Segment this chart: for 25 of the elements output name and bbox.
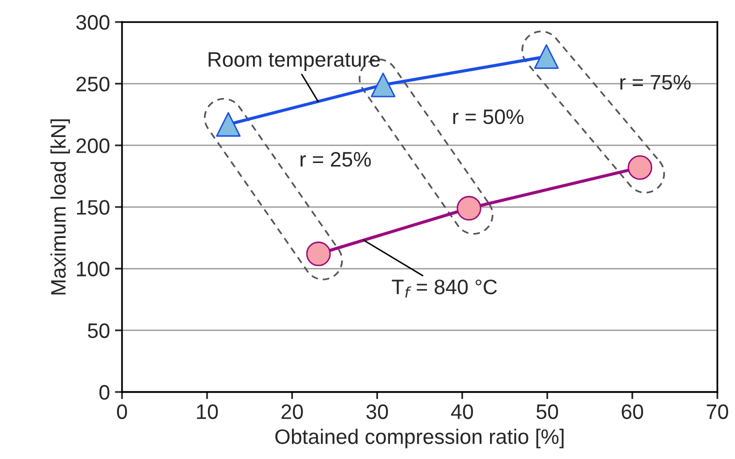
y-tick-label: 50	[88, 323, 110, 338]
y-tick-label: 300	[76, 15, 110, 30]
x-tick-label: 70	[706, 404, 728, 420]
annotation: r = 75%	[620, 74, 691, 90]
y-axis-title: Maximum load [kN]	[50, 119, 70, 294]
annotation: r = 25%	[300, 152, 371, 167]
y-tick-label: 0	[99, 384, 110, 400]
point	[534, 44, 559, 69]
x-tick-label: 60	[622, 404, 644, 420]
x-tick-label: 40	[451, 404, 473, 420]
point	[216, 112, 241, 137]
series-label: Room temperature	[208, 52, 380, 71]
x-tick-label: 10	[197, 404, 218, 420]
x-tick-label: 20	[282, 404, 303, 420]
x-tick-label: 0	[117, 404, 127, 420]
point	[370, 72, 396, 98]
text: T$_{f}$ = 840 °C	[392, 280, 497, 298]
annotation: r = 50%	[453, 109, 524, 124]
y-tick-label: 200	[76, 138, 110, 154]
y-tick-label: 250	[76, 76, 110, 92]
x-tick-label: 30	[366, 404, 388, 420]
x-axis-title: Obtained compression ratio [%]	[275, 428, 564, 448]
x-tick-label: 50	[536, 404, 558, 420]
y-tick-label: 100	[77, 262, 110, 276]
y-tick-label: 150	[77, 200, 110, 215]
